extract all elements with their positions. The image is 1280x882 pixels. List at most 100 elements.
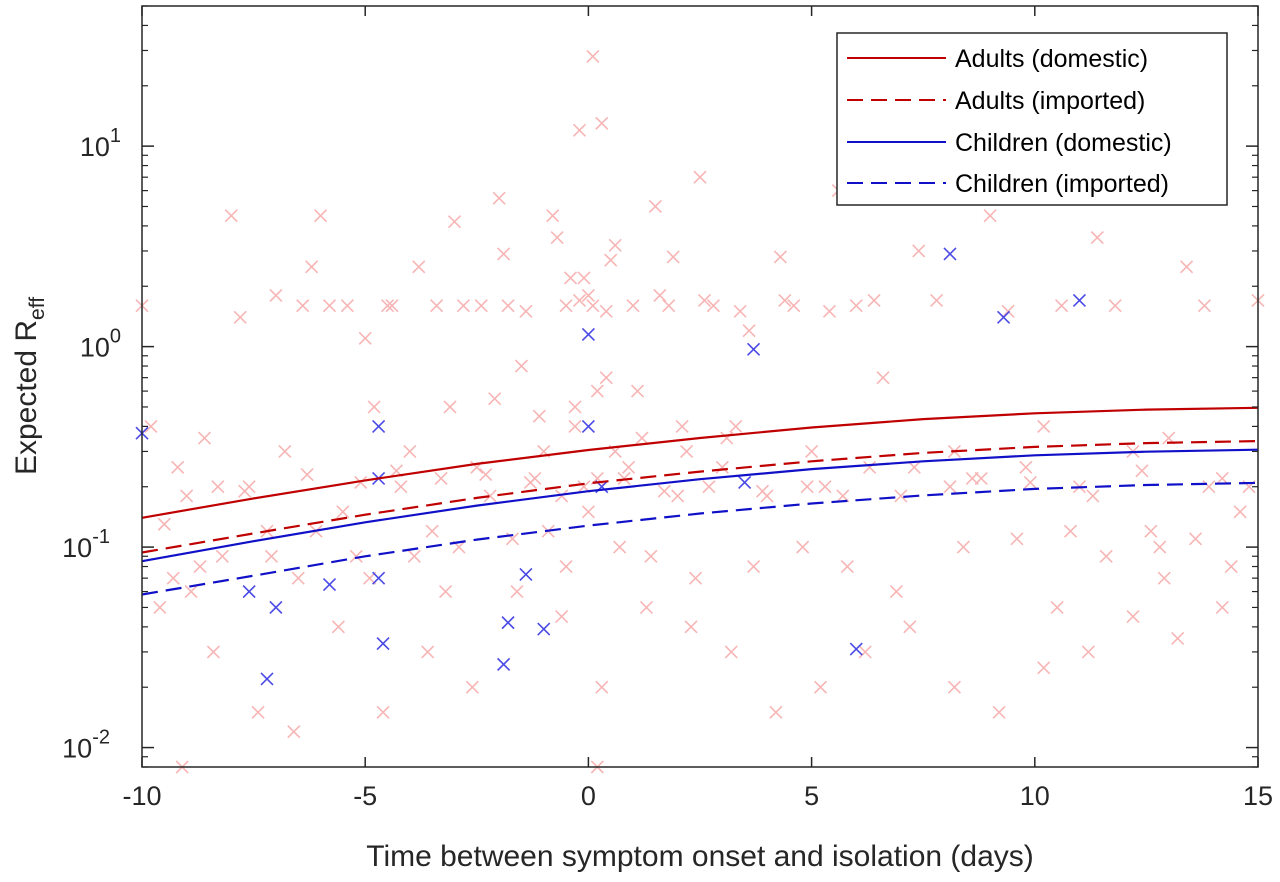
scatter-point [894, 489, 908, 503]
scatter-point [590, 384, 604, 398]
scatter-point [595, 680, 609, 694]
scatter-point [599, 371, 613, 385]
scatter-point [992, 705, 1006, 719]
scatter-point [394, 480, 408, 494]
scatter-point [805, 444, 819, 459]
scatter-point [260, 672, 274, 686]
legend-item-adults-domestic: Adults (domestic) [847, 45, 1148, 73]
scatter-point [479, 468, 493, 482]
line-layer [141, 406, 1259, 596]
scatter-point [849, 299, 863, 313]
scatter-point [577, 271, 591, 285]
scatter-point [947, 680, 962, 694]
scatter-point [1224, 559, 1238, 574]
scatter-point [438, 585, 453, 599]
scatter-point [1081, 645, 1095, 659]
scatter-point [849, 642, 863, 656]
scatter-point [425, 524, 439, 538]
scatter-point [688, 571, 703, 585]
x-tick-label: 15 [1243, 781, 1273, 811]
tick-layer: -10 -5 0 5 10 15 10-2 10-1 100 101 [62, 5, 1273, 811]
scatter-point [157, 517, 171, 531]
scatter-point [1050, 600, 1064, 615]
scatter-point [1153, 540, 1167, 554]
scatter-point [287, 725, 301, 739]
scatter-point [322, 299, 337, 313]
scatter-point [497, 657, 511, 671]
series-line-adults-domestic [141, 406, 1259, 519]
scatter-point [586, 49, 600, 64]
scatter-point [291, 571, 305, 585]
scatter-point [1019, 460, 1033, 474]
plot-frame [141, 5, 1259, 768]
scatter-point [514, 359, 529, 373]
scatter-point [206, 645, 220, 659]
scatter-point [546, 209, 560, 223]
scatter-point [519, 567, 533, 582]
legend-item-adults-imported: Adults (imported) [847, 87, 1145, 115]
scatter-point [376, 705, 390, 719]
scatter-point [889, 585, 903, 599]
scatter-point [653, 288, 667, 302]
scatter-point [581, 327, 595, 342]
scatter-point [559, 299, 573, 313]
y-tick-label: 101 [80, 125, 121, 162]
scatter-point [572, 123, 587, 137]
scatter-point [184, 585, 198, 599]
legend-label-children-imported: Children (imported) [955, 170, 1169, 198]
scatter-point [572, 293, 587, 307]
x-tick-label: 10 [1020, 781, 1050, 811]
scatter-point [755, 484, 770, 498]
scatter-point [742, 324, 756, 338]
scatter-point [818, 480, 832, 494]
y-axis-label-main: Expected R [10, 320, 43, 475]
scatter-point [639, 600, 653, 615]
scatter-point [1063, 524, 1078, 538]
scatter-point [644, 549, 658, 563]
scatter-point [787, 299, 801, 313]
scatter-point [733, 304, 747, 318]
scatter-point [626, 299, 640, 313]
scatter-point [599, 304, 613, 318]
scatter-point [867, 293, 881, 307]
scatter-point [313, 209, 328, 223]
scatter-point [630, 384, 645, 398]
scatter-point [956, 540, 970, 554]
scatter-point [1037, 419, 1051, 433]
scatter-point [278, 444, 292, 459]
legend-item-children-imported: Children (imported) [847, 170, 1169, 198]
scatter-point [912, 244, 926, 258]
scatter-point [1180, 260, 1194, 274]
scatter-point [559, 559, 573, 574]
series-line-adults-imported [141, 440, 1259, 554]
scatter-point [180, 489, 194, 503]
legend-label-children-domestic: Children (domestic) [955, 129, 1172, 157]
scatter-point [581, 419, 595, 433]
x-tick-label: 5 [804, 781, 819, 811]
legend-label-adults-domestic: Adults (domestic) [955, 45, 1148, 73]
scatter-point [264, 549, 279, 563]
scatter-point [729, 419, 743, 433]
scatter-point [367, 400, 381, 414]
scatter-point [153, 600, 167, 615]
scatter-point [1157, 571, 1171, 585]
scatter-point [635, 431, 649, 445]
scatter-point [1055, 299, 1069, 313]
scatter-point [671, 489, 685, 503]
scatter-point [197, 431, 212, 445]
scatter-point [1072, 293, 1087, 307]
scatter-point [907, 460, 921, 474]
scatter-layer [135, 49, 1265, 774]
x-tick-label: -10 [122, 781, 161, 811]
scatter-point [702, 480, 716, 494]
scatter-point [296, 299, 310, 313]
scatter-point [488, 392, 502, 406]
scatter-point [778, 293, 792, 307]
scatter-point [1197, 299, 1211, 313]
scatter-point [697, 293, 712, 307]
scatter-point [269, 288, 283, 302]
scatter-point [372, 571, 386, 585]
scatter-point [622, 460, 636, 474]
scatter-point [385, 299, 399, 313]
